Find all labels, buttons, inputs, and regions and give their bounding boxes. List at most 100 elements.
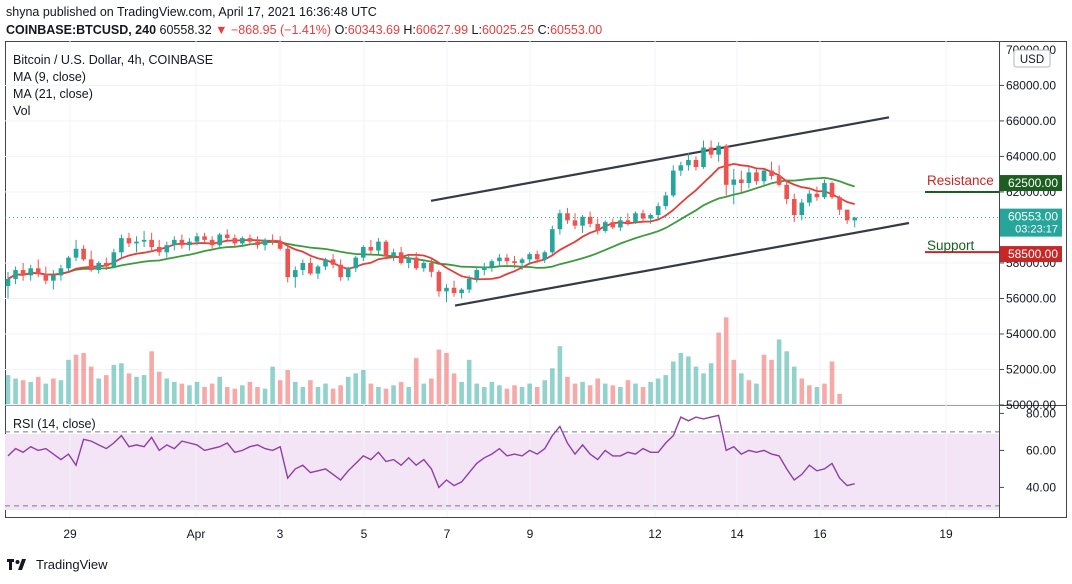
- candle: [512, 255, 517, 269]
- volume-bar: [300, 387, 306, 404]
- candle: [277, 236, 283, 251]
- candle-body: [534, 254, 540, 260]
- candle-body: [81, 248, 86, 260]
- time-tick-label: 14: [730, 527, 744, 541]
- candle: [209, 236, 215, 249]
- volume-bar: [565, 376, 570, 404]
- candle-body: [633, 213, 638, 223]
- candle-body: [300, 262, 306, 271]
- candle: [398, 246, 404, 265]
- channel-lower-line: [454, 221, 910, 307]
- time-tick-label: 9: [527, 527, 534, 541]
- candle-body: [51, 275, 56, 281]
- rsi-pane: 80.00 60.00 40.00: [5, 406, 1056, 507]
- price-tick-label: 50000.00: [1006, 398, 1056, 412]
- volume-bar: [723, 317, 729, 404]
- candle-body: [587, 216, 593, 224]
- candles: [5, 140, 858, 303]
- candle: [134, 236, 139, 253]
- candle-body: [413, 257, 419, 269]
- candle-body: [240, 238, 245, 244]
- candle-body: [43, 273, 49, 281]
- volume-bar: [602, 383, 608, 404]
- price-tick-label: 68000.00: [1006, 78, 1056, 92]
- candle: [565, 207, 570, 224]
- time-tick-label: 29: [63, 527, 77, 541]
- candle-body: [844, 209, 850, 221]
- candle: [179, 234, 185, 249]
- candle: [754, 168, 759, 185]
- candle: [172, 236, 177, 251]
- volume-bar: [255, 387, 260, 404]
- volume-bar: [376, 387, 381, 404]
- volume-bar: [119, 363, 124, 404]
- candle: [625, 213, 631, 226]
- volume-bar: [28, 381, 33, 404]
- candle: [361, 245, 366, 262]
- candle: [323, 257, 328, 271]
- volume-bar: [156, 371, 162, 404]
- channel-lines: [430, 116, 910, 307]
- candle-body: [829, 183, 835, 198]
- candle-body: [807, 193, 812, 203]
- candle: [255, 236, 260, 249]
- candle: [814, 186, 820, 201]
- candle-body: [292, 270, 298, 278]
- volume-bar: [489, 381, 495, 404]
- candle: [421, 259, 427, 272]
- volume-bar: [111, 364, 117, 404]
- volume-bar: [618, 387, 623, 404]
- candle: [119, 234, 124, 258]
- volume-bar: [444, 353, 449, 404]
- candle-body: [202, 236, 207, 240]
- currency-button[interactable]: [1013, 49, 1051, 68]
- rsi-tick-label: 60.00: [1026, 443, 1056, 457]
- candle-body: [769, 170, 774, 176]
- candle-body: [776, 175, 782, 185]
- resistance-label: Resistance: [927, 173, 994, 188]
- candle: [837, 195, 842, 216]
- candle-body: [670, 170, 676, 196]
- candle: [497, 254, 502, 267]
- volume-bars: [5, 317, 842, 404]
- price-tick-label: 56000.00: [1006, 291, 1056, 305]
- candle-body: [330, 259, 336, 265]
- candle: [610, 218, 616, 230]
- candle: [194, 232, 200, 246]
- volume-bar: [353, 373, 359, 404]
- candle: [474, 266, 480, 283]
- close-label: C:: [537, 23, 551, 37]
- candle-body: [625, 220, 631, 223]
- candle-body: [361, 246, 366, 258]
- candle: [262, 238, 268, 251]
- tradingview-footer[interactable]: TradingView: [6, 556, 108, 572]
- volume-bar: [134, 376, 139, 404]
- volume-bar: [270, 366, 275, 404]
- ohlc-line: COINBASE:BTCUSD, 240 60558.32 ▼ −868.95 …: [6, 23, 602, 37]
- candle: [20, 262, 26, 281]
- candle: [776, 165, 782, 187]
- volume-bar: [534, 387, 540, 404]
- volume-bar: [406, 387, 411, 404]
- candle: [391, 248, 396, 262]
- volume-bar: [716, 332, 721, 404]
- price-label-text: 58500.00: [1008, 247, 1058, 261]
- volume-bar: [240, 385, 245, 404]
- candle: [406, 255, 411, 269]
- candle: [550, 225, 555, 255]
- candle: [315, 264, 321, 279]
- candle: [459, 287, 464, 299]
- candle: [519, 257, 525, 271]
- candle-body: [187, 241, 192, 246]
- candle-body: [754, 172, 759, 182]
- price-label-bg: [1000, 208, 1062, 237]
- candle: [580, 215, 585, 233]
- candle: [595, 218, 600, 235]
- candle: [716, 142, 721, 162]
- down-arrow-icon: ▼: [215, 23, 228, 37]
- price-chart[interactable]: 80.00 60.00 40.00 68000.00 66000.00 64000.00…: [5, 41, 1067, 578]
- legend-vol: Vol: [13, 104, 30, 118]
- legend-ma21: MA (21, close): [13, 87, 93, 101]
- candle: [13, 266, 18, 285]
- candle-body: [119, 238, 124, 253]
